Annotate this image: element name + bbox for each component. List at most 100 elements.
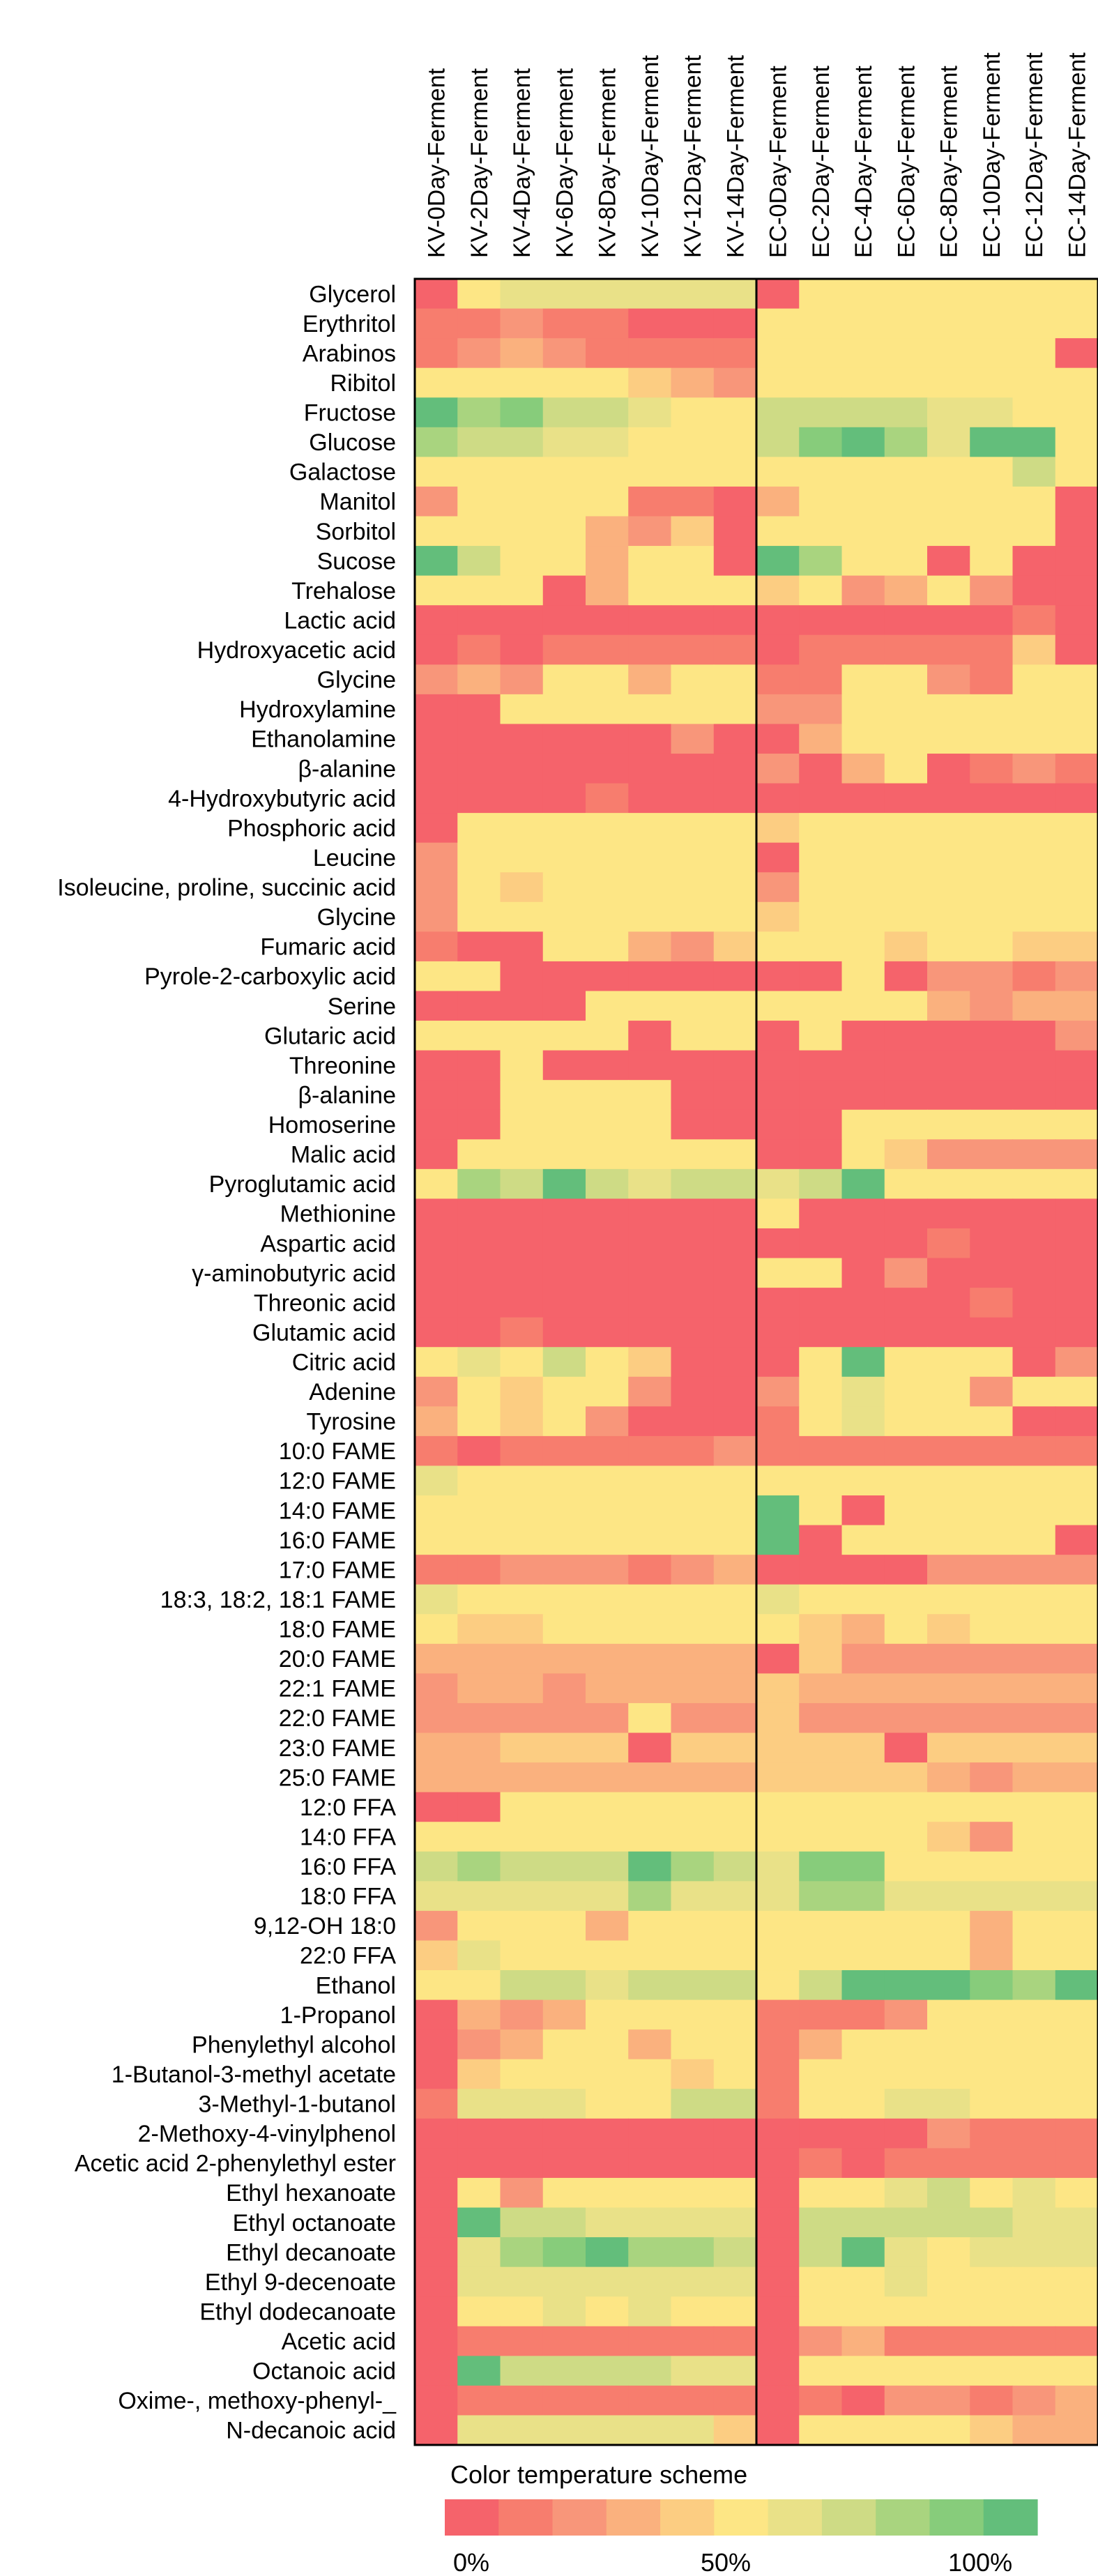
heatmap-cell [713, 516, 757, 547]
heatmap-cell [500, 2177, 544, 2209]
heatmap-cell [1055, 1822, 1098, 1852]
heatmap-cell [756, 783, 800, 814]
heatmap-cell [1012, 546, 1056, 577]
heatmap-cell [1055, 2266, 1098, 2297]
heatmap-cell [1012, 338, 1056, 369]
heatmap-cell [884, 1198, 928, 1229]
heatmap-cell [799, 2177, 843, 2209]
row-label: β-alanine [298, 756, 396, 782]
row-label: 17:0 FAME [279, 1557, 396, 1583]
heatmap-cell [542, 1258, 586, 1288]
heatmap-cell [542, 1702, 586, 1734]
heatmap-cell [415, 2207, 458, 2238]
heatmap-cell [542, 457, 586, 487]
heatmap-cell [671, 397, 715, 428]
heatmap-cell [457, 1525, 501, 1555]
heatmap-cell [799, 694, 843, 725]
heatmap-cell [756, 2148, 800, 2179]
heatmap-cell [671, 1050, 715, 1081]
heatmap-cell [628, 546, 672, 577]
heatmap-cell [970, 279, 1014, 310]
heatmap-cell [970, 2415, 1014, 2446]
heatmap-cell [799, 1376, 843, 1407]
heatmap-cell [415, 1940, 458, 1971]
heatmap-cell [799, 1021, 843, 1051]
heatmap-cell [713, 1673, 757, 1704]
heatmap-cell [500, 2148, 544, 2179]
row-label: Ethanolamine [251, 726, 396, 753]
heatmap-cell [500, 872, 544, 903]
heatmap-cell [1012, 1435, 1056, 1467]
heatmap-cell [927, 2385, 970, 2416]
row-label: 22:0 FFA [300, 1943, 396, 1969]
heatmap-cell [500, 1435, 544, 1467]
heatmap-cell [586, 1999, 629, 2030]
heatmap-cell [927, 1732, 970, 1763]
heatmap-cell [1055, 1347, 1098, 1378]
heatmap-cell [542, 2207, 586, 2238]
heatmap-cell [542, 901, 586, 932]
heatmap-cell [713, 1139, 757, 1170]
heatmap-cell [457, 546, 501, 577]
heatmap-cell [884, 2415, 928, 2446]
heatmap-cell [756, 367, 800, 398]
heatmap-cell [542, 1643, 586, 1674]
heatmap-cell [756, 2296, 800, 2327]
heatmap-cell [799, 1317, 843, 1348]
heatmap-cell [841, 1881, 885, 1912]
heatmap-cell [542, 1970, 586, 2001]
heatmap-cell [841, 516, 885, 547]
heatmap-cell [586, 1376, 629, 1407]
heatmap-cell [1012, 1822, 1056, 1852]
heatmap-cell [713, 1021, 757, 1051]
heatmap-cell [927, 2148, 970, 2179]
heatmap-cell [841, 991, 885, 1021]
heatmap-cell [713, 724, 757, 754]
heatmap-cell [500, 516, 544, 547]
heatmap-cell [841, 1792, 885, 1822]
heatmap-cell [841, 1970, 885, 2001]
heatmap-cell [500, 813, 544, 844]
heatmap-cell [1055, 1317, 1098, 1348]
row-label: Citric acid [292, 1350, 396, 1376]
heatmap-cell [713, 1198, 757, 1229]
heatmap-cell [884, 1970, 928, 2001]
heatmap-cell [884, 1406, 928, 1437]
heatmap-cell [1055, 813, 1098, 844]
heatmap-cell [415, 1109, 458, 1140]
heatmap-cell [713, 2089, 757, 2119]
heatmap-cell [671, 694, 715, 725]
heatmap-cell [500, 575, 544, 606]
heatmap-cell [1055, 2415, 1098, 2446]
heatmap-cell [586, 1910, 629, 1942]
heatmap-cell [415, 2148, 458, 2179]
heatmap-cell [671, 1525, 715, 1555]
heatmap-cell [628, 2296, 672, 2327]
heatmap-cell [841, 2415, 885, 2446]
row-label: 18:0 FFA [300, 1884, 396, 1910]
heatmap-cell [628, 783, 672, 814]
heatmap-cell [457, 1021, 501, 1051]
row-label: Adenine [309, 1379, 396, 1405]
heatmap-cell [927, 2089, 970, 2119]
heatmap-cell [841, 1168, 885, 1200]
heatmap-cell [970, 753, 1014, 784]
heatmap-cell [713, 1999, 757, 2030]
heatmap-cell [542, 1792, 586, 1822]
heatmap-cell [586, 1732, 629, 1763]
heatmap-cell [970, 2296, 1014, 2327]
heatmap-cell [542, 279, 586, 310]
heatmap-cell [884, 397, 928, 428]
heatmap-cell [671, 961, 715, 992]
heatmap-cell [970, 2089, 1014, 2119]
heatmap-cell [628, 605, 672, 636]
heatmap-cell [970, 1021, 1014, 1051]
heatmap-cell [799, 1080, 843, 1111]
heatmap-cell [884, 486, 928, 517]
heatmap-cell [884, 1584, 928, 1615]
heatmap-cell [970, 1881, 1014, 1912]
heatmap-cell [671, 2177, 715, 2209]
row-label: Fumaric acid [260, 934, 396, 961]
heatmap-cell [1012, 724, 1056, 754]
heatmap-cell [457, 2296, 501, 2327]
